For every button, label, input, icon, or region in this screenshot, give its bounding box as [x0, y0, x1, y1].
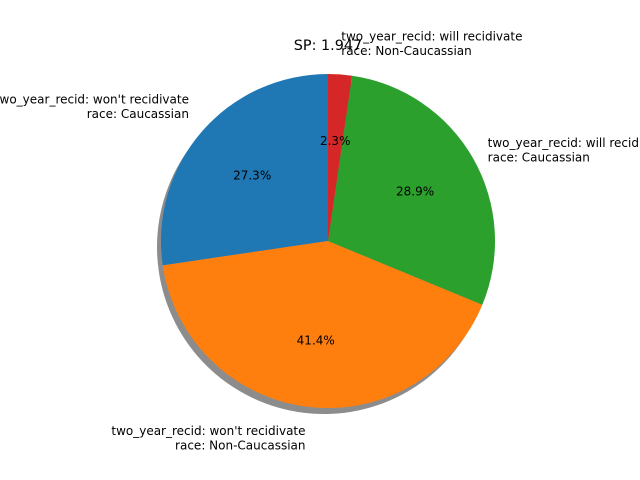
pie-slice-4: [328, 74, 353, 241]
pie-slice-label-line: two_year_recid: will recidivate: [341, 29, 522, 43]
pie-slice-label-line: two_year_recid: won't recidivate: [111, 424, 305, 438]
pie-slice-label-2: two_year_recid: won't recidivate race: No…: [111, 424, 305, 453]
pie-slice-3: [328, 75, 495, 305]
pie-slice-label-line: two_year_recid: won't recidivate: [0, 92, 189, 106]
pie-slice-1: [160, 74, 328, 266]
chart-title: SP: 1.947: [294, 38, 362, 54]
pie-slice-label-line: race: Non-Caucassian: [175, 438, 305, 452]
pie-slice-label-line: two_year_recid: will recidivate: [488, 136, 640, 150]
pie-slice-label-line: race: Caucassian: [87, 107, 189, 121]
pie-slice-percent-label-4: 2.3%: [320, 134, 351, 148]
pie-slice-percent-label-1: 27.3%: [233, 169, 271, 183]
pie-slice-label-4: two_year_recid: will recidivate race: Non…: [341, 29, 522, 58]
pie-slice-percent-label-3: 28.9%: [396, 184, 434, 198]
pie-slice-label-1: two_year_recid: won't recidivate race: Ca…: [0, 92, 189, 121]
pie-slice-2: [162, 241, 483, 409]
pie-slice-percent-label-2: 41.4%: [297, 333, 335, 347]
pie-slice-label-line: race: Non-Caucassian: [341, 44, 471, 58]
pie-slice-label-line: race: Caucassian: [488, 151, 590, 165]
